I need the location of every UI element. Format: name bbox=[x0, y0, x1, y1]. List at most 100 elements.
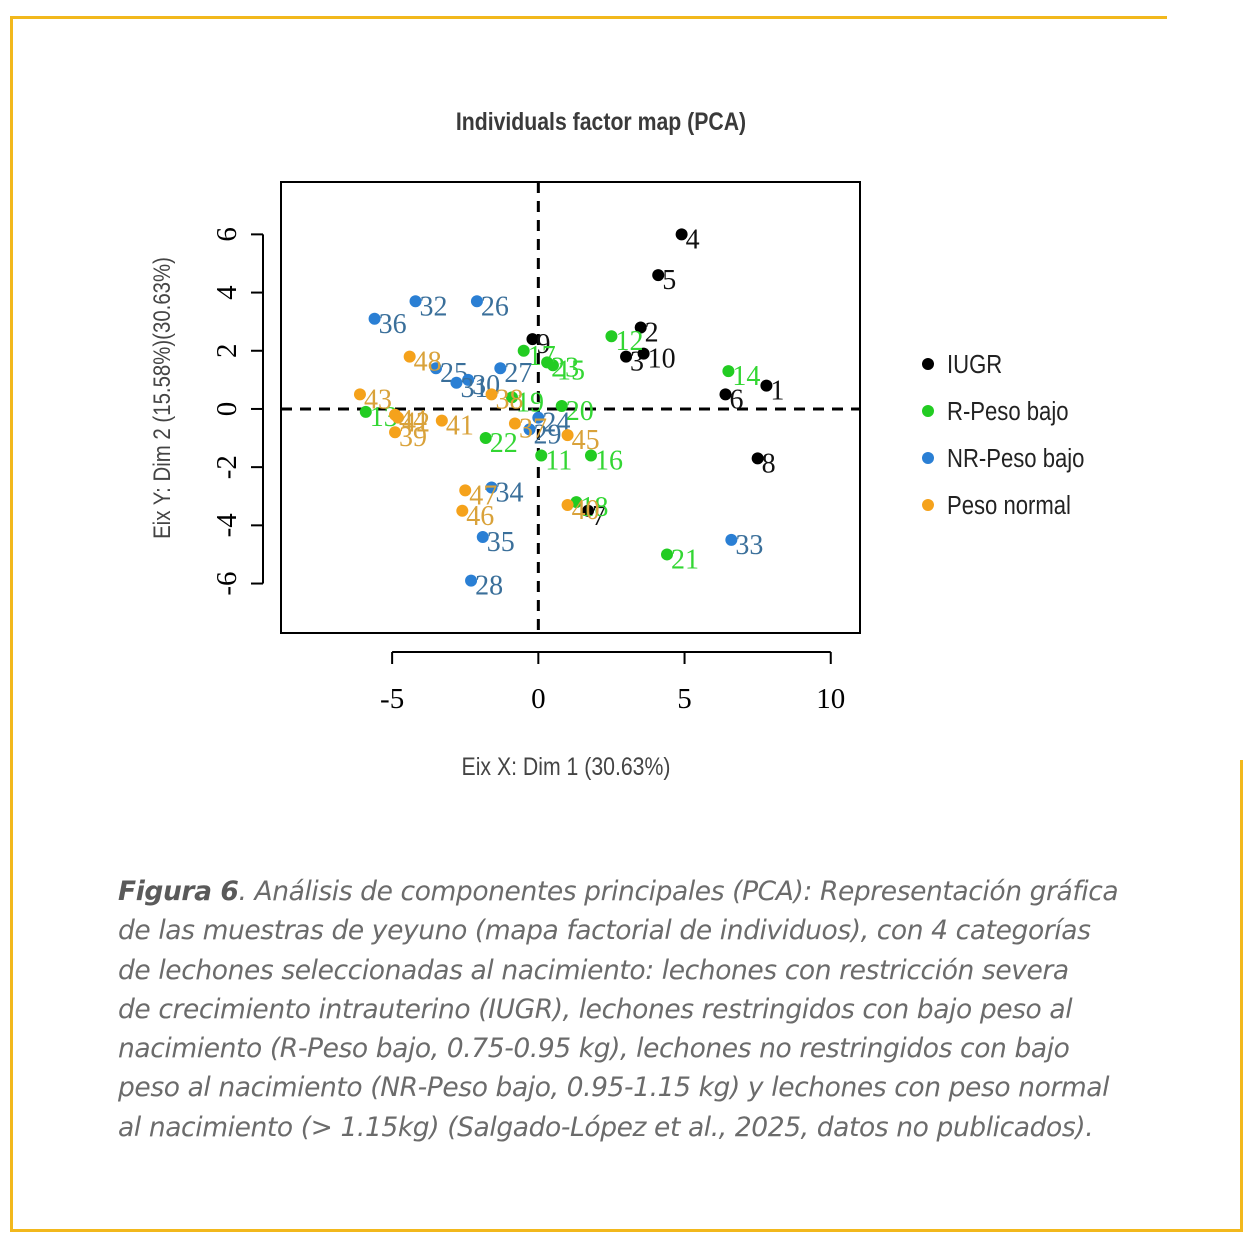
data-point bbox=[722, 365, 735, 378]
data-point bbox=[450, 376, 463, 389]
point-label: 8 bbox=[762, 448, 776, 479]
point-label: 46 bbox=[466, 501, 494, 532]
point-label: 37 bbox=[519, 414, 547, 445]
point-label: 48 bbox=[414, 347, 442, 378]
data-point bbox=[506, 391, 519, 404]
point-label: 7 bbox=[592, 501, 606, 532]
data-point bbox=[532, 411, 545, 424]
x-axis-label: Eix X: Dim 1 (30.63%) bbox=[462, 752, 671, 780]
point-label: 11 bbox=[545, 446, 572, 477]
legend-label: NR-Peso bajo bbox=[947, 444, 1084, 473]
point-label: 29 bbox=[534, 419, 562, 450]
legend-label: IUGR bbox=[947, 350, 1002, 379]
data-point bbox=[760, 379, 773, 392]
point-label: 33 bbox=[735, 530, 763, 561]
point-label: 42 bbox=[402, 408, 430, 439]
figure-caption: Figura 6. Análisis de componentes princi… bbox=[118, 872, 1148, 1147]
point-label: 23 bbox=[551, 352, 579, 383]
caption-line: de crecimiento intrauterino (IUGR), lech… bbox=[118, 993, 1073, 1025]
caption-line: al nacimiento (> 1.15kg) (Salgado-López … bbox=[118, 1111, 1094, 1143]
point-label: 6 bbox=[729, 384, 743, 415]
data-point bbox=[508, 417, 521, 430]
data-point bbox=[465, 574, 478, 587]
data-point bbox=[541, 356, 554, 369]
frame-top-border bbox=[10, 16, 1167, 19]
y-tick-label: 2 bbox=[211, 344, 243, 359]
data-point bbox=[435, 414, 448, 427]
data-point bbox=[403, 350, 416, 363]
point-label: 36 bbox=[379, 309, 407, 340]
caption-line: de las muestras de yeyuno (mapa factoria… bbox=[118, 915, 1091, 947]
y-tick-label: 0 bbox=[211, 402, 243, 417]
point-label: 45 bbox=[572, 425, 600, 456]
x-tick-label: 10 bbox=[816, 683, 845, 715]
data-point bbox=[476, 530, 489, 543]
data-point bbox=[368, 312, 381, 325]
data-point bbox=[517, 344, 530, 357]
frame-right-border bbox=[1240, 760, 1243, 1232]
frame-bottom-border bbox=[10, 1229, 1243, 1232]
point-label: 44 bbox=[399, 405, 427, 436]
caption-figure-label: Figura 6 bbox=[118, 876, 239, 907]
caption-line: de lechones seleccionadas al nacimiento:… bbox=[118, 954, 1069, 986]
caption-line: nacimiento (R-Peso bajo, 0.75-0.95 kg), … bbox=[118, 1033, 1070, 1065]
data-point bbox=[479, 432, 492, 445]
y-axis-label: Eix Y: Dim 2 (15.58%)(30.63%) bbox=[148, 257, 175, 539]
point-label: 12 bbox=[615, 326, 643, 357]
caption-line: . Análisis de componentes principales (P… bbox=[238, 876, 1119, 907]
data-point bbox=[652, 269, 665, 282]
point-label: 34 bbox=[496, 478, 524, 509]
legend-marker bbox=[922, 405, 934, 417]
data-point bbox=[584, 449, 597, 462]
data-point bbox=[661, 548, 673, 561]
data-point bbox=[429, 362, 442, 375]
point-label: 32 bbox=[420, 291, 448, 322]
point-label: 31 bbox=[460, 373, 488, 404]
data-point bbox=[605, 330, 618, 343]
data-point bbox=[389, 408, 402, 421]
point-label: 20 bbox=[566, 396, 594, 427]
data-point bbox=[637, 347, 650, 360]
data-point bbox=[456, 504, 469, 517]
data-point bbox=[470, 295, 483, 308]
point-label: 5 bbox=[662, 265, 676, 296]
data-point bbox=[459, 484, 472, 497]
data-point bbox=[555, 400, 568, 413]
legend-marker bbox=[922, 452, 934, 464]
point-label: 41 bbox=[446, 411, 474, 442]
y-tick-label: 4 bbox=[211, 285, 243, 300]
x-tick-label: 0 bbox=[531, 683, 546, 715]
y-tick-label: -4 bbox=[211, 513, 243, 538]
point-label: 14 bbox=[732, 361, 760, 392]
x-tick-label: -5 bbox=[380, 683, 404, 715]
data-point bbox=[725, 533, 738, 546]
point-label: 10 bbox=[648, 344, 676, 375]
data-point bbox=[485, 388, 498, 401]
data-point bbox=[494, 362, 507, 375]
data-point bbox=[582, 504, 595, 517]
point-label: 4 bbox=[686, 224, 700, 255]
data-point bbox=[561, 498, 574, 511]
data-point bbox=[719, 388, 732, 401]
point-label: 40 bbox=[572, 495, 600, 526]
y-tick-label: 6 bbox=[211, 227, 243, 242]
legend-label: R-Peso bajo bbox=[947, 397, 1069, 426]
data-point bbox=[751, 452, 764, 465]
point-label: 18 bbox=[580, 492, 608, 523]
legend-marker bbox=[922, 499, 934, 511]
data-point bbox=[359, 405, 372, 418]
point-label: 28 bbox=[475, 571, 503, 602]
x-tick-label: 5 bbox=[677, 683, 692, 715]
data-point bbox=[523, 423, 536, 436]
data-point bbox=[526, 333, 539, 346]
point-label: 27 bbox=[504, 358, 532, 389]
data-point bbox=[535, 449, 548, 462]
point-label: 15 bbox=[557, 355, 585, 386]
y-tick-label: -2 bbox=[211, 455, 243, 479]
data-point bbox=[634, 321, 647, 334]
point-label: 39 bbox=[399, 422, 427, 453]
data-point bbox=[485, 481, 498, 494]
data-point bbox=[620, 350, 633, 363]
data-point bbox=[353, 388, 366, 401]
point-label: 9 bbox=[536, 329, 550, 360]
